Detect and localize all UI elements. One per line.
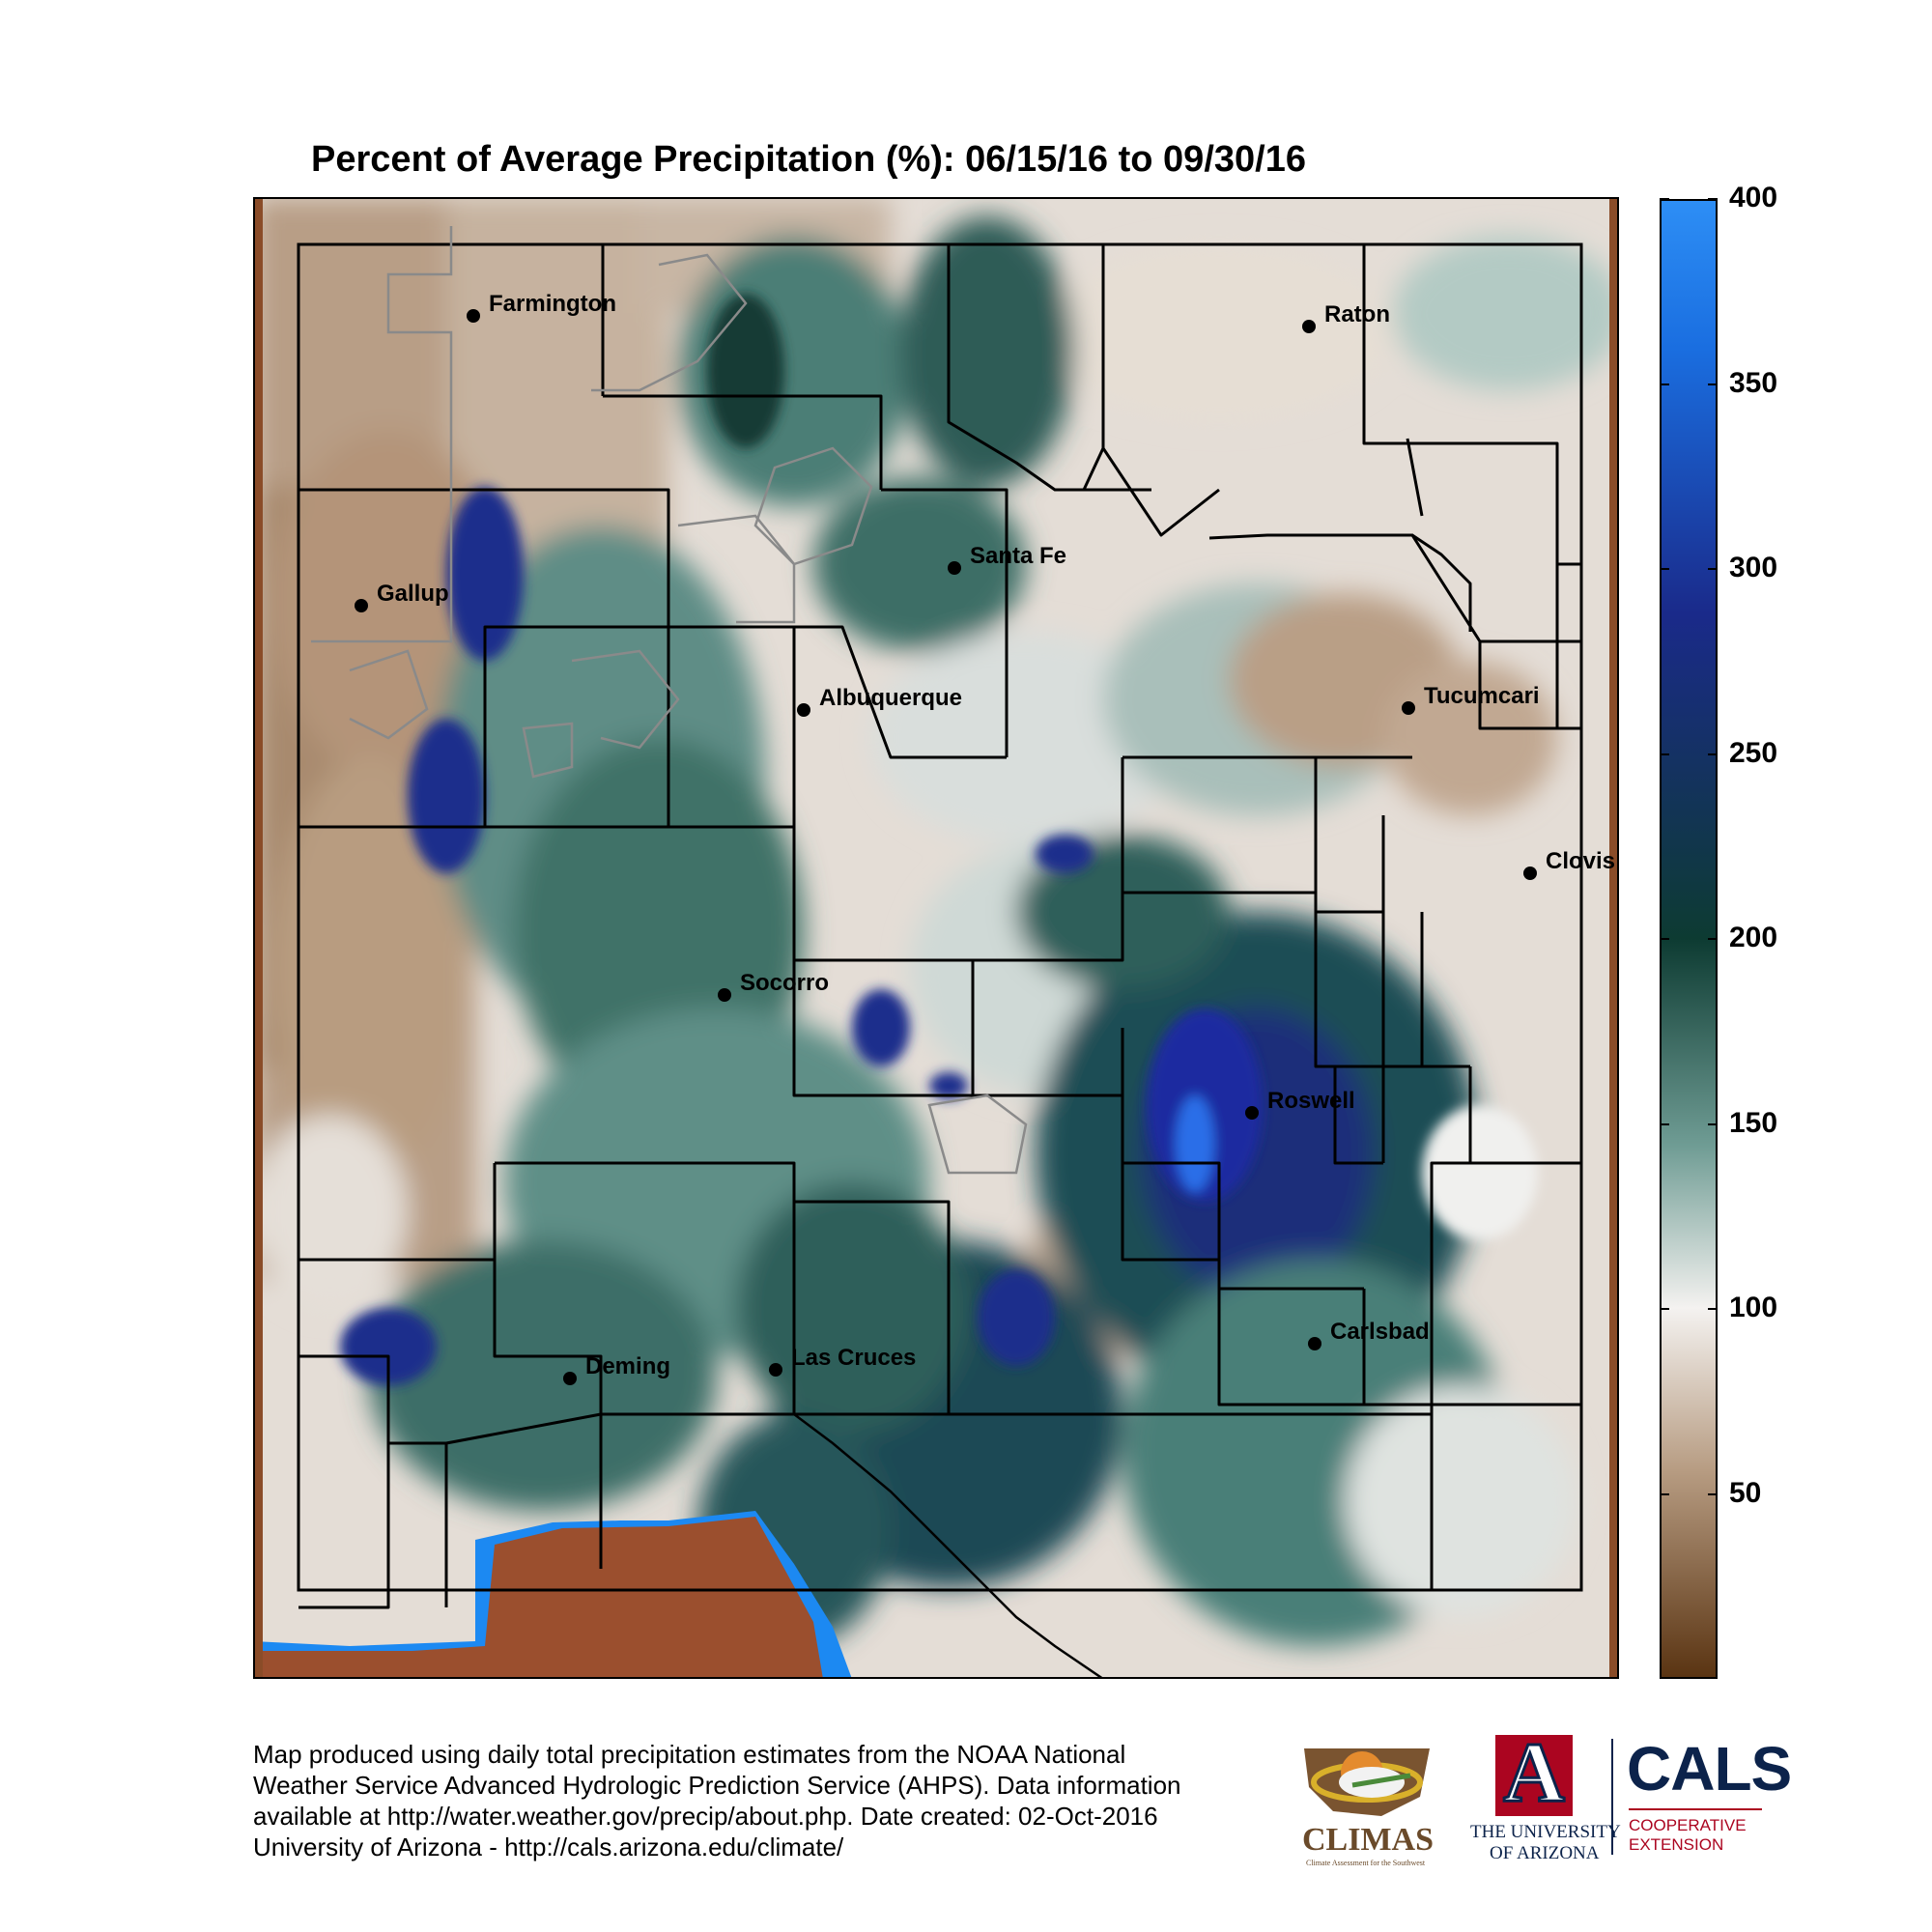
colorbar-tick-outer [1660, 753, 1669, 755]
city-label-raton: Raton [1324, 301, 1390, 327]
city-label-farmington: Farmington [489, 291, 616, 317]
logo-divider [1611, 1739, 1613, 1855]
city-label-albuquerque: Albuquerque [819, 685, 962, 711]
footer-note: Map produced using daily total precipita… [253, 1739, 1277, 1862]
ua-logo: A THE UNIVERSITY OF ARIZONA [1466, 1726, 1621, 1874]
colorbar-tick [1708, 1492, 1718, 1495]
city-tucumcari: Tucumcari [1402, 683, 1540, 715]
city-label-carlsbad: Carlsbad [1330, 1319, 1430, 1345]
colorbar-tick [1708, 1308, 1718, 1310]
city-label-las-cruces: Las Cruces [791, 1345, 916, 1371]
colorbar-tick-label: 350 [1729, 366, 1778, 399]
colorbar-tick-label: 100 [1729, 1292, 1778, 1323]
climas-wordmark: CLIMAS [1302, 1822, 1435, 1858]
city-santa-fe: Santa Fe [948, 543, 1066, 575]
city-label-deming: Deming [585, 1353, 670, 1379]
border-line [793, 1413, 1104, 1679]
cals-line-1: COOPERATIVE [1629, 1816, 1747, 1834]
colorbar-tick-outer [1660, 938, 1669, 940]
ua-block-a-icon [1495, 1735, 1573, 1816]
colorbar-tick-outer [1660, 1308, 1669, 1310]
city-las-cruces: Las Cruces [769, 1345, 916, 1377]
colorbar-tick [1708, 1122, 1718, 1125]
city-label-santa-fe: Santa Fe [970, 543, 1066, 569]
precip-raster [253, 197, 1619, 1679]
colorbar-tick-outer [1660, 568, 1669, 570]
footer-line-2: Weather Service Advanced Hydrologic Pred… [253, 1771, 1181, 1800]
ua-line-1: THE UNIVERSITY [1470, 1822, 1621, 1842]
city-deming: Deming [563, 1353, 670, 1385]
cals-line-2: EXTENSION [1629, 1835, 1724, 1854]
city-albuquerque: Albuquerque [797, 685, 962, 717]
cals-rule [1629, 1808, 1762, 1810]
city-gallup: Gallup [355, 581, 449, 612]
colorbar-tick [1708, 383, 1718, 385]
colorbar-tick [1708, 198, 1718, 200]
city-label-socorro: Socorro [740, 970, 829, 996]
colorbar-tick-label: 50 [1729, 1476, 1762, 1509]
colorbar-tick [1708, 568, 1718, 570]
county-boundaries [298, 244, 1581, 1609]
city-label-tucumcari: Tucumcari [1424, 683, 1540, 709]
colorbar-tick-label: 300 [1729, 552, 1778, 583]
cals-wordmark: CALS [1627, 1734, 1792, 1804]
city-markers: Farmington Raton Santa Fe Gallup Albuque… [355, 291, 1615, 1385]
precipitation-map: Farmington Raton Santa Fe Gallup Albuque… [253, 197, 1619, 1679]
city-socorro: Socorro [718, 970, 829, 1002]
climas-emblem-icon [1304, 1748, 1430, 1816]
climas-logo: CLIMAS Climate Assessment for the Southw… [1294, 1729, 1439, 1874]
colorbar-tick-label: 200 [1729, 922, 1778, 953]
colorbar-tick-label: 400 [1729, 182, 1778, 213]
footer-line-4: University of Arizona - http://cals.ariz… [253, 1833, 844, 1861]
climas-tagline: Climate Assessment for the Southwest [1306, 1859, 1426, 1867]
cals-logo: CALS COOPERATIVE EXTENSION [1627, 1729, 1792, 1874]
colorbar-tick-label: 250 [1729, 736, 1778, 769]
colorbar-tick-outer [1660, 383, 1669, 385]
city-label-clovis: Clovis [1546, 848, 1615, 874]
ua-block-a-letter: A [1502, 1726, 1567, 1820]
city-raton: Raton [1302, 301, 1390, 333]
colorbar-tick-outer [1660, 1492, 1669, 1495]
logo-strip: CLIMAS Climate Assessment for the Southw… [1294, 1729, 1913, 1874]
state-outline [297, 242, 1583, 1592]
city-roswell: Roswell [1245, 1088, 1355, 1120]
city-clovis: Clovis [1523, 848, 1615, 880]
city-label-gallup: Gallup [377, 581, 449, 607]
colorbar-tick-outer [1660, 1122, 1669, 1125]
map-svg: Farmington Raton Santa Fe Gallup Albuque… [253, 197, 1619, 1679]
tribal-boundaries [311, 226, 1028, 1175]
city-label-roswell: Roswell [1267, 1088, 1355, 1114]
city-farmington: Farmington [467, 291, 616, 323]
footer-line-3: available at http://water.weather.gov/pr… [253, 1802, 1158, 1831]
colorbar-tick-outer [1660, 198, 1669, 200]
colorbar-tick-label: 150 [1729, 1106, 1778, 1139]
ua-line-2: OF ARIZONA [1490, 1843, 1600, 1863]
footer-line-1: Map produced using daily total precipita… [253, 1740, 1126, 1769]
map-title: Percent of Average Precipitation (%): 06… [311, 139, 1306, 180]
city-carlsbad: Carlsbad [1308, 1319, 1430, 1350]
colorbar-tick [1708, 938, 1718, 940]
colorbar-tick [1708, 753, 1718, 755]
map-frame [253, 197, 1619, 1679]
